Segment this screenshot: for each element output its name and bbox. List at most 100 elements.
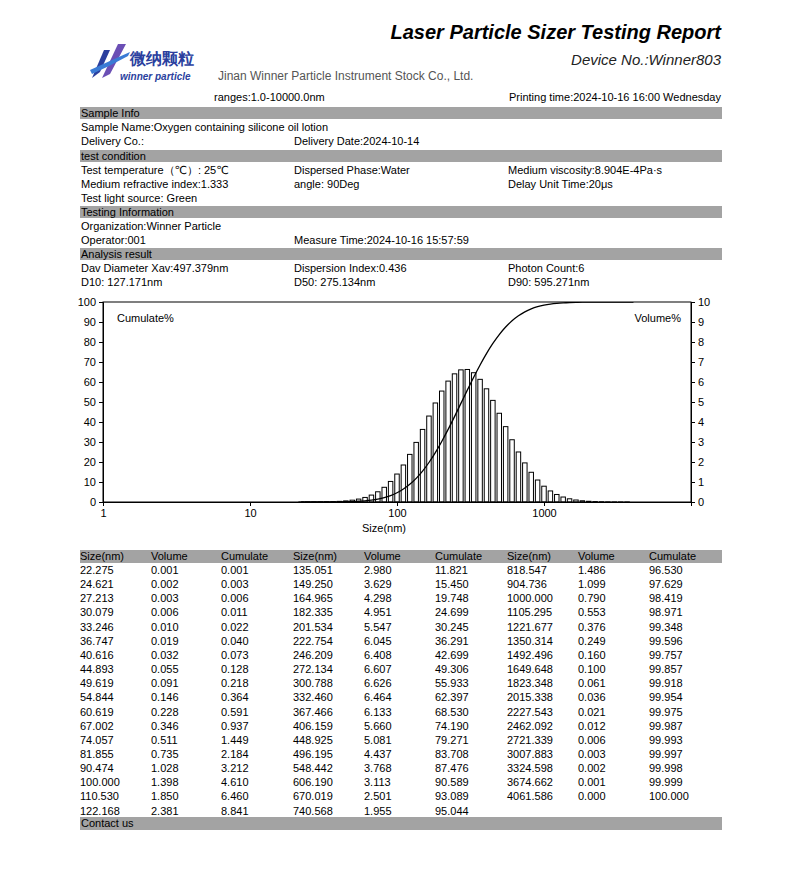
table-cell: 448.925 [293, 734, 333, 746]
footer: Contact us [80, 817, 722, 830]
table-cell: 6.408 [364, 649, 392, 661]
table-cell: 0.091 [151, 677, 179, 689]
x-axis-title: Size(nm) [362, 522, 406, 534]
header: Laser Particle Sizer Testing ReportDevic… [90, 21, 722, 103]
column-header: Cumulate [221, 550, 268, 562]
tick: 6 [691, 376, 704, 388]
table-cell: 93.089 [435, 790, 469, 802]
table-cell: 3007.883 [507, 748, 553, 760]
field: Dav Diameter Xav:497.379nm [81, 262, 228, 274]
table-cell: 6.607 [364, 663, 392, 675]
tick-label: 2 [698, 456, 704, 468]
table-cell: 83.708 [435, 748, 469, 760]
table-cell: 55.933 [435, 677, 469, 689]
section-title: test condition [81, 150, 146, 162]
field: D90: 595.271nm [508, 276, 589, 288]
table-cell: 19.748 [435, 592, 469, 604]
table-cell: 4.437 [364, 748, 392, 760]
table-cell: 99.997 [649, 748, 683, 760]
bar [408, 454, 412, 502]
table-cell: 272.134 [293, 663, 333, 675]
table-cell: 367.466 [293, 706, 333, 718]
table-cell: 5.547 [364, 621, 392, 633]
table-cell: 49.619 [80, 677, 114, 689]
tick-mark [544, 502, 545, 506]
tick-mark [99, 462, 103, 463]
bar [510, 440, 514, 502]
tick: 9 [691, 316, 704, 328]
table-cell: 0.249 [578, 635, 606, 647]
tick-label: 50 [84, 396, 96, 408]
table-cell: 4061.586 [507, 790, 553, 802]
bar [471, 373, 475, 502]
table-cell: 0.003 [151, 592, 179, 604]
field: Medium viscosity:8.904E-4Pa·s [508, 164, 663, 176]
tick-label: 100 [78, 296, 96, 308]
section: test conditionTest temperature（℃）: 25℃Di… [80, 150, 722, 204]
tick: 0 [90, 496, 103, 508]
table-cell: 548.442 [293, 762, 333, 774]
tick-mark [99, 362, 103, 363]
table-cell: 27.213 [80, 592, 114, 604]
table-cell: 33.246 [80, 621, 114, 633]
line [301, 302, 633, 502]
field: Dispersion Index:0.436 [294, 262, 407, 274]
tick-label: 1 [698, 476, 704, 488]
plot-frame [103, 302, 691, 502]
table-cell: 2.501 [364, 790, 392, 802]
tick: 1000 [532, 502, 556, 519]
table-cell: 0.073 [221, 649, 249, 661]
section: Testing InformationOrganization:Winner P… [80, 206, 722, 246]
section-title: Sample Info [81, 107, 140, 119]
tick: 5 [691, 396, 704, 408]
section-bar [80, 206, 722, 218]
device-number: Device No.:Winner803 [571, 51, 722, 68]
field: Delay Unit Time:20μs [508, 178, 613, 190]
section-title: Analysis result [81, 248, 152, 260]
table-cell: 90.589 [435, 776, 469, 788]
bar [440, 391, 444, 502]
table-cell: 0.735 [151, 748, 179, 760]
table-cell: 6.460 [221, 790, 249, 802]
table-cell: 99.918 [649, 677, 683, 689]
tick: 8 [691, 336, 704, 348]
bar [491, 400, 495, 502]
table-cell: 1.850 [151, 790, 179, 802]
table-cell: 1000.000 [507, 592, 553, 604]
tick-mark [691, 342, 695, 343]
field: Sample Name:Oxygen containing silicone o… [81, 121, 328, 133]
tick-mark [99, 502, 103, 503]
table-cell: 99.857 [649, 663, 683, 675]
table-cell: 4.298 [364, 592, 392, 604]
tick-mark [99, 302, 103, 303]
tick: 100 [78, 296, 103, 308]
table-cell: 24.621 [80, 578, 114, 590]
field: Test light source: Green [81, 192, 197, 204]
tick-label: 90 [84, 316, 96, 328]
table-cell: 1350.314 [507, 635, 553, 647]
bar [414, 442, 418, 502]
table-cell: 0.022 [221, 621, 249, 633]
column-header: Size(nm) [507, 550, 551, 562]
table-cell: 2.381 [151, 805, 179, 817]
tick-mark [691, 402, 695, 403]
tick-mark [250, 502, 251, 506]
logo: 微纳颗粒winner particle [90, 44, 194, 82]
bar [401, 465, 405, 502]
table-cell: 0.012 [578, 720, 606, 732]
table-cell: 100.000 [80, 776, 120, 788]
tick: 7 [691, 356, 704, 368]
table-cell: 496.195 [293, 748, 333, 760]
column-header: Size(nm) [80, 550, 124, 562]
series-label: Volume% [635, 312, 682, 324]
column-header: Size(nm) [293, 550, 337, 562]
tick: 20 [84, 456, 103, 468]
table-cell: 1823.348 [507, 677, 553, 689]
bar [484, 389, 488, 502]
logo-text: winner particle [120, 71, 191, 82]
chart: 1101001000010203040506070809010001234567… [78, 296, 711, 534]
tick-label: 10 [698, 296, 710, 308]
table-cell: 1.398 [151, 776, 179, 788]
tick: 2 [691, 456, 704, 468]
table-cell: 1492.496 [507, 649, 553, 661]
